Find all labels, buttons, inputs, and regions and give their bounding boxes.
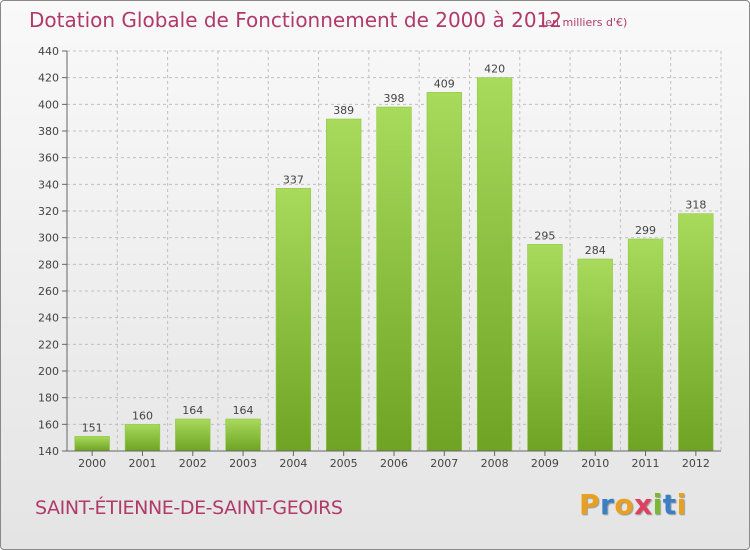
x-tick-label-2008: 2008 <box>481 457 509 470</box>
value-label-2001: 160 <box>132 409 153 422</box>
value-label-2012: 318 <box>685 199 706 212</box>
bar-2002 <box>175 418 211 452</box>
y-tick-label: 420 <box>38 72 59 85</box>
bar-2000 <box>74 436 110 452</box>
y-tick-label: 140 <box>38 445 59 458</box>
logo-letter: o <box>614 488 635 521</box>
bar-2011 <box>627 238 664 452</box>
x-tick-label-2006: 2006 <box>380 457 408 470</box>
bar-2003 <box>225 418 261 452</box>
value-label-2004: 337 <box>283 173 304 186</box>
value-label-2007: 409 <box>434 77 455 90</box>
chart-unit: (en milliers d'€) <box>541 16 628 29</box>
bar-2012 <box>678 213 714 452</box>
bar-2001 <box>124 424 161 452</box>
value-label-2005: 389 <box>333 104 354 117</box>
x-tick-label-2012: 2012 <box>682 457 710 470</box>
logo-letter: i <box>676 488 687 521</box>
value-label-2006: 398 <box>384 92 405 105</box>
y-tick-label: 200 <box>38 365 59 378</box>
y-tick-label: 400 <box>38 98 59 111</box>
x-tick-label-2007: 2007 <box>430 457 458 470</box>
x-tick-label-2002: 2002 <box>179 457 207 470</box>
bar-2004 <box>275 188 312 452</box>
logo-letter: P <box>579 488 601 521</box>
value-label-2008: 420 <box>484 63 505 76</box>
y-tick-label: 220 <box>38 338 59 351</box>
y-tick-label: 380 <box>38 125 59 138</box>
y-tick-label: 240 <box>38 312 59 325</box>
y-tick-label: 160 <box>38 418 59 431</box>
bar-2007 <box>426 92 462 452</box>
bars: 151 160 164 164 337 389 398 409 420 295 284 299 318 <box>74 63 714 452</box>
x-tick-label-2009: 2009 <box>531 457 559 470</box>
logo-letter: i <box>652 488 663 521</box>
bar-2008 <box>476 77 513 452</box>
x-tick-label-2011: 2011 <box>632 457 660 470</box>
value-label-2011: 299 <box>635 224 656 237</box>
y-tick-label: 180 <box>38 392 59 405</box>
x-tick-label-2001: 2001 <box>128 457 156 470</box>
bar-2009 <box>527 244 563 452</box>
y-tick-label: 440 <box>38 45 59 58</box>
proxiti-logo: Proxiti <box>579 488 687 521</box>
x-tick-label-2005: 2005 <box>330 457 358 470</box>
x-tick-label-2000: 2000 <box>78 457 106 470</box>
x-tick-label-2004: 2004 <box>279 457 307 470</box>
chart-title: Dotation Globale de Fonctionnement de 20… <box>29 8 562 32</box>
y-tick-label: 320 <box>38 205 59 218</box>
logo-letter: t <box>662 488 677 521</box>
y-tick-label: 260 <box>38 285 59 298</box>
x-tick-label-2010: 2010 <box>581 457 609 470</box>
logo-letter: x <box>634 488 653 521</box>
value-label-2000: 151 <box>82 421 103 434</box>
logo-letter: r <box>600 488 615 521</box>
x-tick-label-2003: 2003 <box>229 457 257 470</box>
value-label-2009: 295 <box>534 229 555 242</box>
bar-2005 <box>326 118 362 452</box>
y-tick-label: 360 <box>38 152 59 165</box>
axes: 140 160 180 200 220 240 260 280 300 320 340 360 380 4… <box>38 45 721 470</box>
value-label-2002: 164 <box>182 404 203 417</box>
value-label-2010: 284 <box>585 244 606 257</box>
bar-2006 <box>376 106 412 452</box>
y-tick-label: 300 <box>38 232 59 245</box>
value-label-2003: 164 <box>233 404 254 417</box>
y-tick-label: 280 <box>38 258 59 271</box>
bar-2010 <box>577 258 613 452</box>
commune-name: SAINT-ÉTIENNE-DE-SAINT-GEOIRS <box>35 497 343 519</box>
y-tick-label: 340 <box>38 178 59 191</box>
